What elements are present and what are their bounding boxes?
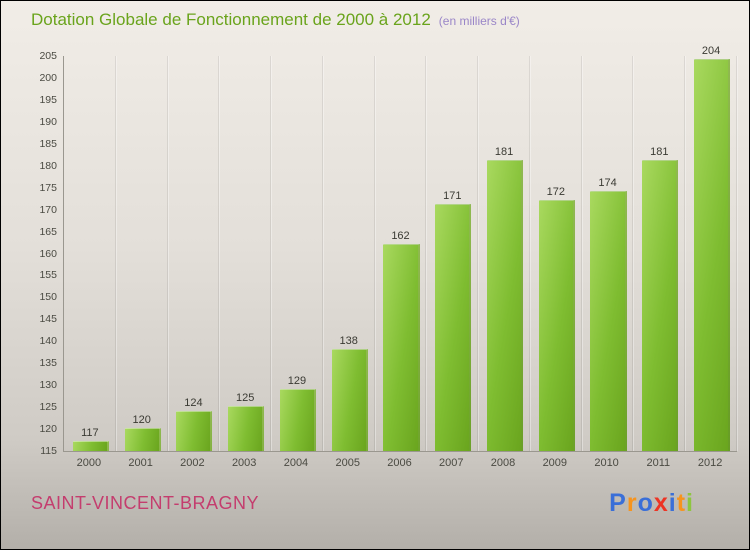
grid-line xyxy=(736,56,737,451)
grid-line xyxy=(218,56,220,451)
grid-line xyxy=(321,56,323,451)
chart-title: Dotation Globale de Fonctionnement de 20… xyxy=(31,10,431,29)
bar xyxy=(694,59,731,451)
y-tick-label: 195 xyxy=(39,93,57,106)
y-tick-label: 180 xyxy=(39,159,57,172)
bar-value-label: 125 xyxy=(236,392,255,405)
y-tick-label: 190 xyxy=(39,115,57,128)
bar-value-label: 124 xyxy=(184,396,203,409)
grid-line xyxy=(477,56,479,451)
y-tick-label: 150 xyxy=(39,291,57,304)
x-tick-label: 2009 xyxy=(542,457,568,469)
x-tick-label: 2004 xyxy=(283,457,309,469)
x-tick-label: 2001 xyxy=(128,457,153,469)
x-tick-label: 2005 xyxy=(335,457,360,469)
grid-line xyxy=(684,56,686,451)
y-tick-label: 165 xyxy=(39,225,57,238)
bar-value-label: 120 xyxy=(132,414,151,427)
location-label: SAINT-VINCENT-BRAGNY xyxy=(31,493,260,513)
grid-line xyxy=(373,56,375,451)
logo-letter: t xyxy=(676,489,687,517)
bar xyxy=(228,406,265,451)
x-tick-label: 2002 xyxy=(180,457,205,469)
grid-line xyxy=(114,56,116,451)
chart-subtitle: (en milliers d'€) xyxy=(438,14,520,28)
bar xyxy=(279,388,317,451)
bar xyxy=(72,441,109,451)
grid-line xyxy=(270,56,272,451)
logo-letter: P xyxy=(609,489,627,517)
chart-header: Dotation Globale de Fonctionnement de 20… xyxy=(31,10,739,30)
x-tick-label: 2008 xyxy=(490,457,516,469)
bar-value-label: 162 xyxy=(391,229,410,242)
bar xyxy=(383,243,420,451)
y-tick-label: 130 xyxy=(39,379,57,392)
bar xyxy=(590,191,627,451)
bar-value-label: 117 xyxy=(81,427,99,440)
proxiti-logo: Proxiti xyxy=(609,489,694,518)
bar-value-label: 171 xyxy=(443,190,462,203)
logo-letter: i xyxy=(668,489,677,517)
y-tick-label: 185 xyxy=(39,137,57,150)
y-tick-label: 170 xyxy=(39,203,57,216)
y-tick-label: 155 xyxy=(39,269,57,282)
y-tick-label: 175 xyxy=(39,181,57,194)
y-tick-label: 120 xyxy=(39,423,57,436)
x-tick-label: 2012 xyxy=(697,457,723,469)
grid-line xyxy=(166,56,168,451)
bar-value-label: 181 xyxy=(650,146,669,159)
y-tick-label: 140 xyxy=(39,335,57,348)
logo-letter: x xyxy=(653,489,669,517)
logo-letter: i xyxy=(686,489,694,517)
bar-value-label: 172 xyxy=(546,185,565,198)
y-tick-label: 205 xyxy=(39,50,57,62)
x-tick-label: 2003 xyxy=(231,457,257,469)
y-tick-label: 115 xyxy=(40,445,57,457)
y-tick-label: 145 xyxy=(39,313,57,326)
x-tick-label: 2006 xyxy=(387,457,412,469)
x-tick-label: 2000 xyxy=(76,457,102,469)
bar xyxy=(435,204,472,451)
y-tick-label: 200 xyxy=(39,71,57,84)
x-tick-label: 2010 xyxy=(594,457,619,469)
grid-line xyxy=(528,56,530,451)
bar-value-label: 129 xyxy=(287,374,307,387)
bar xyxy=(331,349,368,451)
y-tick-label: 135 xyxy=(39,357,57,370)
bar xyxy=(486,160,524,451)
y-tick-label: 160 xyxy=(39,247,57,260)
bar-value-label: 138 xyxy=(339,335,358,348)
grid-line xyxy=(580,56,582,451)
y-tick-label: 125 xyxy=(39,401,57,414)
bar xyxy=(124,428,161,451)
bar-value-label: 181 xyxy=(494,146,514,159)
x-tick-label: 2007 xyxy=(439,457,464,469)
logo-letter: r xyxy=(626,489,638,517)
plot-area: 117 120 124 125 129 138 162 171 181 172 174 181 204 xyxy=(63,45,737,452)
bar-value-label: 174 xyxy=(598,177,617,190)
grid-line xyxy=(632,56,634,451)
grid-line xyxy=(425,56,427,451)
x-tick-label: 2011 xyxy=(646,457,671,469)
logo-letter: o xyxy=(637,489,654,517)
bar xyxy=(538,199,575,451)
bar xyxy=(176,410,213,451)
bar-value-label: 204 xyxy=(701,45,721,58)
bar xyxy=(642,160,679,451)
